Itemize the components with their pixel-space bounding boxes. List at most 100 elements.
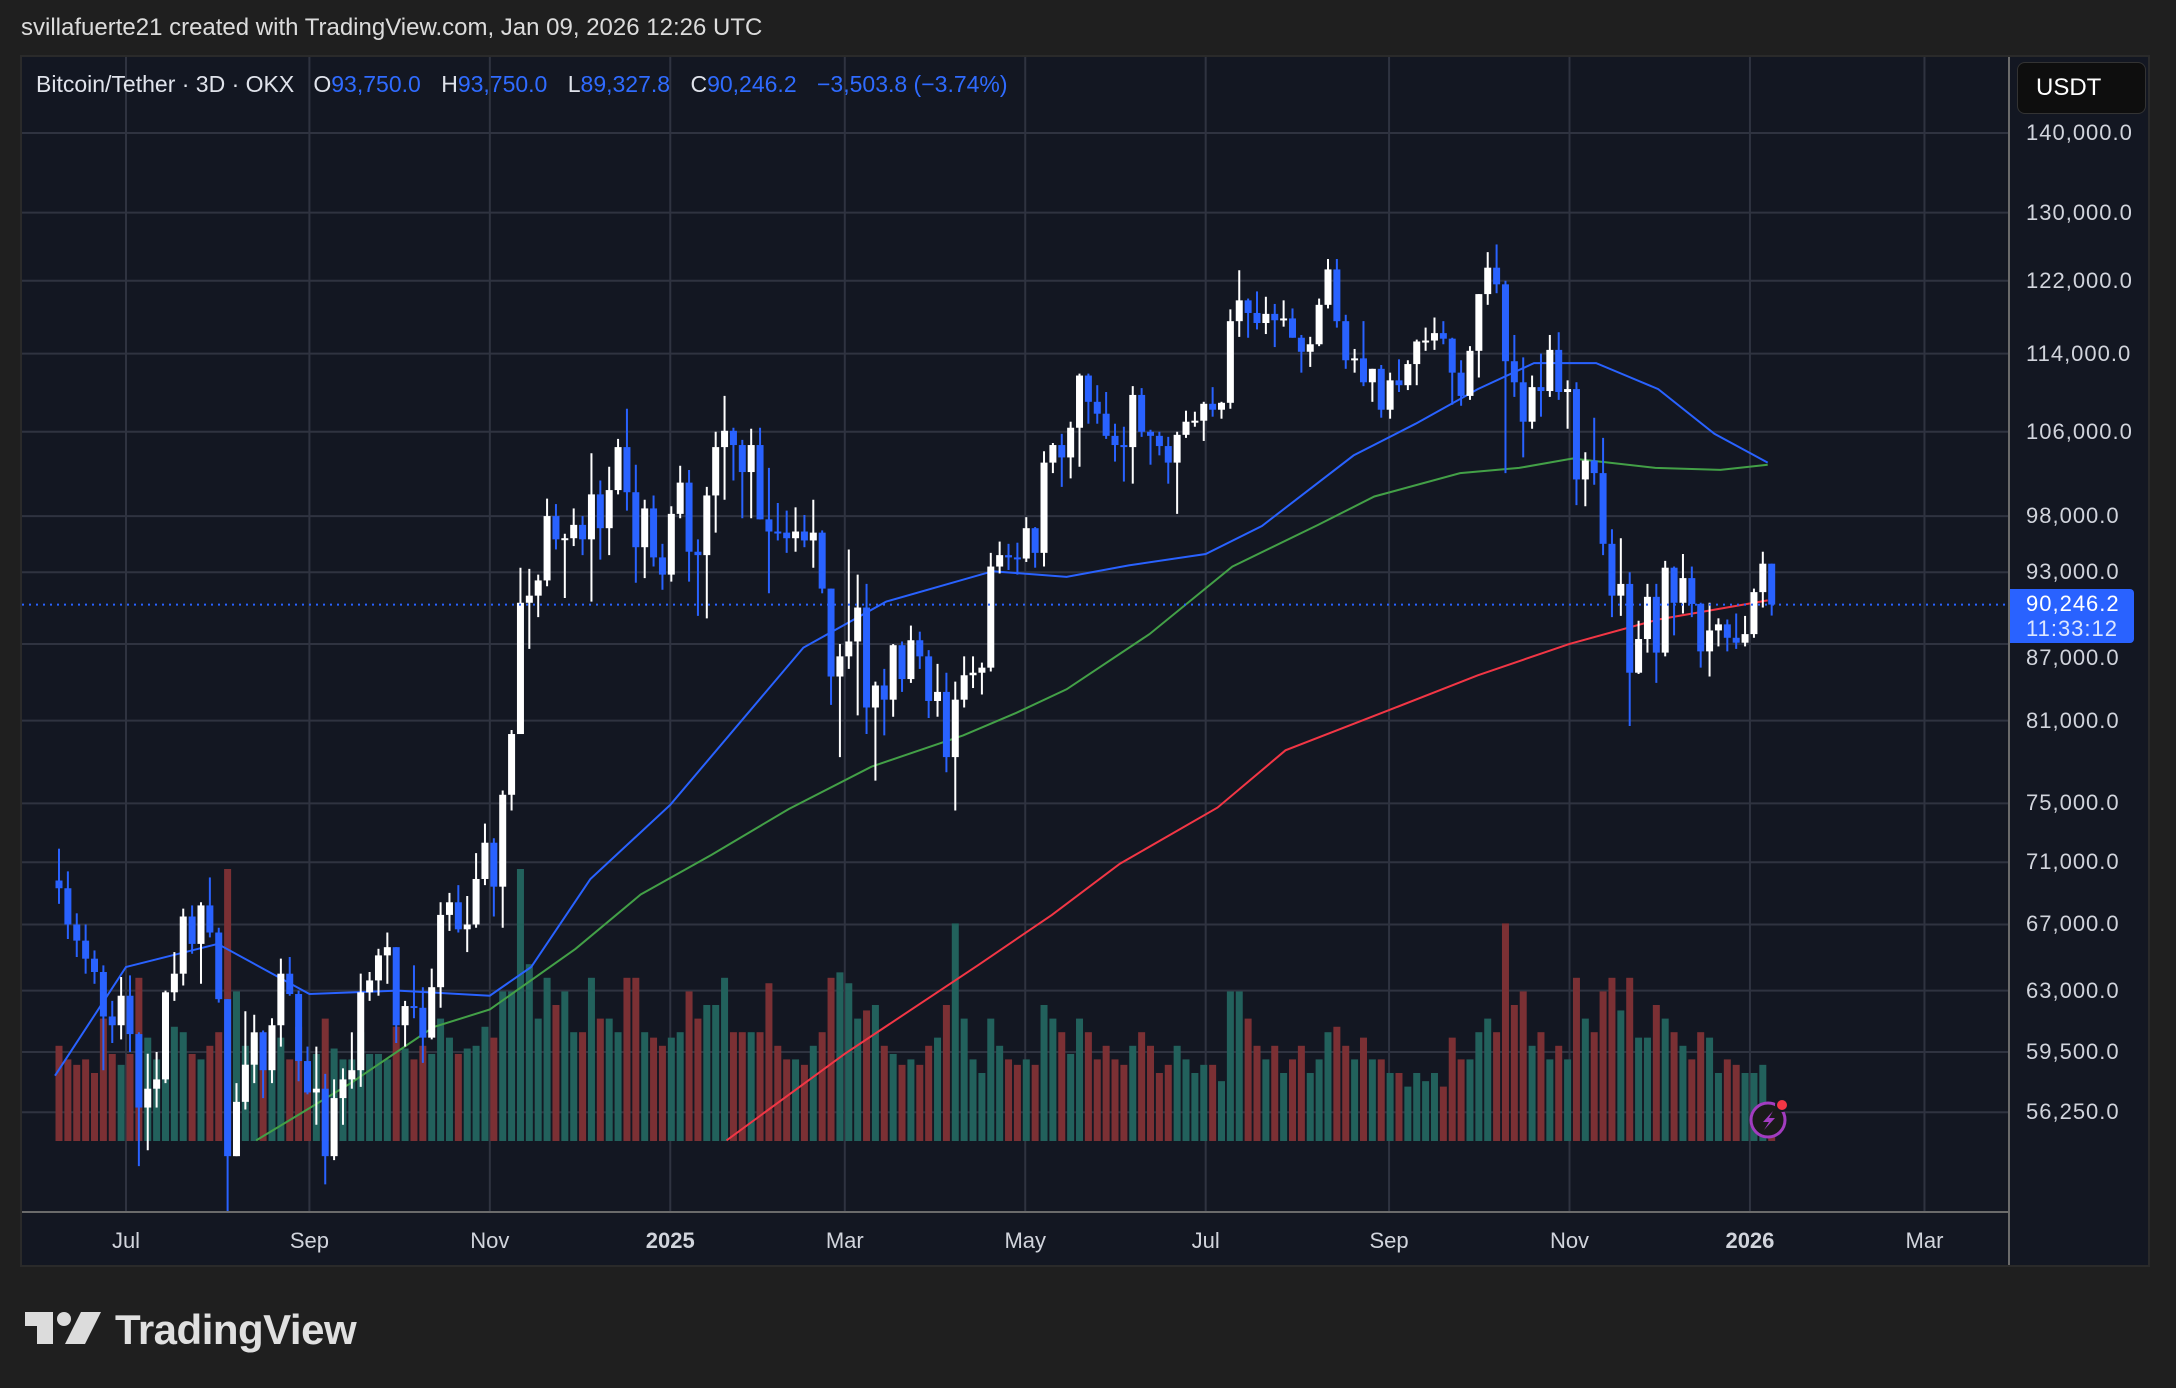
- time-tick-label: Sep: [289, 1228, 329, 1253]
- candle-body: [1635, 639, 1643, 673]
- candle-body: [268, 1025, 276, 1071]
- volume-bar: [82, 1059, 90, 1141]
- candle-body: [1599, 473, 1607, 544]
- candle-body: [1661, 567, 1669, 653]
- candle-body: [800, 531, 808, 541]
- candle-body: [295, 994, 303, 1062]
- candle-body: [756, 445, 764, 520]
- moving-average-line: [255, 457, 1768, 1142]
- candle-body: [1306, 344, 1314, 352]
- candle-body: [1076, 375, 1084, 428]
- candle-body: [1297, 337, 1305, 352]
- currency-button[interactable]: USDT: [2017, 62, 2146, 114]
- candle-body: [463, 924, 471, 930]
- volume-bar: [543, 977, 551, 1141]
- volume-bar: [1448, 1037, 1456, 1141]
- candle-body: [1253, 312, 1261, 323]
- low-label: L: [567, 71, 581, 97]
- time-tick-label: 2025: [645, 1228, 695, 1253]
- candle-body: [1351, 358, 1359, 361]
- volume-bar: [179, 1032, 187, 1141]
- time-tick-label: Sep: [1369, 1228, 1409, 1253]
- volume-bar: [658, 1045, 666, 1141]
- volume-bar: [499, 991, 507, 1141]
- candle-body: [1484, 267, 1492, 295]
- volume-bar: [676, 1032, 684, 1141]
- candle-body: [401, 1006, 409, 1026]
- high-value: 93,750.0: [457, 71, 548, 97]
- price-tick-label: 56,250.0: [2026, 1099, 2120, 1125]
- volume-bar: [286, 1059, 294, 1141]
- candle-body: [1581, 460, 1589, 480]
- candle-body: [206, 905, 214, 933]
- candle-body: [1333, 269, 1341, 322]
- volume-bar: [951, 923, 959, 1141]
- price-tick-label: 63,000.0: [2026, 977, 2120, 1003]
- candle-body: [144, 1088, 152, 1108]
- candle-body: [1244, 300, 1252, 313]
- price-tick-label: 114,000.0: [2026, 340, 2132, 366]
- volume-bar: [712, 1005, 720, 1141]
- candle-body: [117, 995, 125, 1026]
- candle-body: [366, 980, 374, 993]
- volume-bar: [969, 1059, 977, 1141]
- candle-body: [215, 932, 223, 1000]
- candle-body: [783, 532, 791, 539]
- volume-bar: [1315, 1059, 1323, 1141]
- candle-body: [1466, 350, 1474, 396]
- volume-bar: [437, 1018, 445, 1141]
- candle-body: [1652, 596, 1660, 653]
- volume-bar: [1280, 1073, 1288, 1141]
- candle-body: [1120, 445, 1128, 448]
- high-label: H: [441, 71, 458, 97]
- candles: [55, 244, 1776, 1211]
- volume-bar: [1519, 991, 1527, 1141]
- volume-bar: [1076, 1018, 1084, 1141]
- tradingview-logo[interactable]: TradingView: [25, 1306, 357, 1354]
- candle-body: [73, 924, 81, 941]
- volume-bar: [1643, 1037, 1651, 1141]
- volume-bar: [987, 1018, 995, 1141]
- candle-body: [1102, 413, 1110, 436]
- candle-body: [1377, 368, 1385, 410]
- volume-bar: [721, 977, 729, 1141]
- price-tick-label: 81,000.0: [2026, 707, 2120, 733]
- volume-bar: [1714, 1073, 1722, 1141]
- volume-bar: [1546, 1059, 1554, 1141]
- candle-body: [392, 947, 400, 1026]
- candle-body: [1448, 338, 1456, 373]
- candle-body: [765, 519, 773, 532]
- lightning-bolt-icon[interactable]: [1747, 1096, 1793, 1142]
- volume-bar: [1155, 1073, 1163, 1141]
- candle-body: [1138, 394, 1146, 432]
- candle-body: [667, 513, 675, 575]
- volume-bar: [410, 1059, 418, 1141]
- volume-bar: [1218, 1081, 1226, 1141]
- volume-bar: [392, 1026, 400, 1141]
- candle-body: [969, 672, 977, 676]
- last-price-value: 90,246.2: [2026, 590, 2120, 616]
- volume-bar: [1572, 977, 1580, 1141]
- price-tick-label: 130,000.0: [2026, 199, 2133, 225]
- volume-bar: [1200, 1064, 1208, 1141]
- price-tick-label: 98,000.0: [2026, 503, 2120, 529]
- candle-body: [135, 1034, 143, 1108]
- candle-body: [1235, 300, 1243, 322]
- volume-bar: [126, 1053, 134, 1141]
- close-value: 90,246.2: [707, 71, 797, 97]
- time-tick-label: Jul: [111, 1228, 141, 1253]
- candle-body: [1768, 563, 1776, 605]
- candle-body: [1475, 294, 1483, 351]
- volume-bar: [1510, 1005, 1518, 1141]
- candle-body: [1191, 420, 1199, 423]
- candle-body: [82, 940, 90, 959]
- volume-bar: [1262, 1059, 1270, 1141]
- candle-body: [1626, 583, 1634, 673]
- volume-bar: [552, 1005, 560, 1141]
- candle-body: [374, 955, 382, 981]
- candle-body: [126, 995, 134, 1035]
- volume-bar: [570, 1032, 578, 1141]
- candle-body: [1608, 543, 1616, 596]
- candle-body: [1501, 284, 1509, 362]
